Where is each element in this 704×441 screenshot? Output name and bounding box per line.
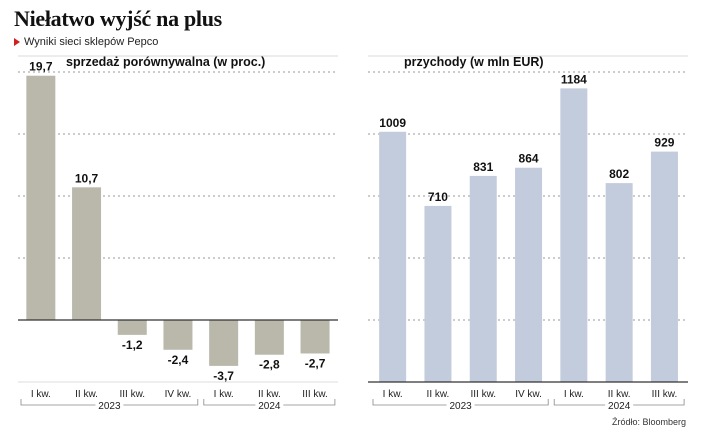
tick-label: III kw. xyxy=(652,389,678,400)
data-label: 19,7 xyxy=(29,60,53,74)
page-title: Niełatwo wyjść na plus xyxy=(14,6,222,31)
bar xyxy=(379,131,407,382)
bar xyxy=(254,320,284,355)
triangle-bullet-icon xyxy=(14,38,20,46)
chart-title: sprzedaż porównywalna (w proc.) xyxy=(66,55,265,69)
bar xyxy=(560,88,588,383)
tick-label: I kw. xyxy=(564,389,584,400)
tick-label: II kw. xyxy=(427,389,450,400)
chart-title: przychody (w mln EUR) xyxy=(404,55,544,69)
tick-label: IV kw. xyxy=(165,389,192,400)
tick-label: II kw. xyxy=(75,389,98,400)
tick-label: III kw. xyxy=(119,389,145,400)
subtitle-text: Wyniki sieci sklepów Pepco xyxy=(24,36,159,48)
group-label-bg xyxy=(446,401,475,411)
bar xyxy=(650,151,678,382)
tick-label: I kw. xyxy=(214,389,234,400)
data-label: -2,8 xyxy=(259,358,280,372)
group-label-bg xyxy=(95,401,124,411)
bar xyxy=(515,167,543,382)
bar xyxy=(209,320,239,366)
data-label: 864 xyxy=(519,152,539,166)
chart-1: sprzedaż porównywalna (w proc.) 19,7 10,7 -… xyxy=(18,55,338,412)
data-label: -2,7 xyxy=(305,356,326,370)
group-label-bg xyxy=(255,401,284,411)
tick-label: II kw. xyxy=(608,389,631,400)
tick-label: IV kw. xyxy=(515,389,542,400)
data-label: 1184 xyxy=(561,72,587,86)
tick-label: I kw. xyxy=(31,389,51,400)
source-note: Źródło: Bloomberg xyxy=(611,417,686,427)
chart-2: przychody (w mln EUR) 1009 710 831 864 1184 80… xyxy=(368,55,688,412)
group-label: 2023 xyxy=(98,401,121,412)
bar xyxy=(605,183,633,382)
data-label: 929 xyxy=(654,136,674,150)
tick-label: II kw. xyxy=(258,389,281,400)
tick-label: I kw. xyxy=(383,389,403,400)
data-label: -3,7 xyxy=(213,369,234,383)
data-label: 710 xyxy=(428,190,448,204)
data-label: 802 xyxy=(609,167,629,181)
data-label: 10,7 xyxy=(75,171,99,185)
tick-label: III kw. xyxy=(470,389,496,400)
bar xyxy=(163,320,193,350)
bar xyxy=(72,187,102,320)
bar xyxy=(469,175,497,382)
bar xyxy=(117,320,147,335)
data-label: 831 xyxy=(473,160,493,174)
bar xyxy=(300,320,330,354)
subtitle: Wyniki sieci sklepów Pepco xyxy=(14,36,158,48)
group-label: 2024 xyxy=(608,401,631,412)
data-label: 1009 xyxy=(379,116,406,130)
group-label: 2024 xyxy=(258,401,281,412)
group-label: 2023 xyxy=(449,401,472,412)
data-label: -1,2 xyxy=(122,338,143,352)
group-label-bg xyxy=(605,401,634,411)
data-label: -2,4 xyxy=(168,353,189,367)
bar xyxy=(424,205,452,382)
tick-label: III kw. xyxy=(302,389,328,400)
bar xyxy=(26,75,56,320)
